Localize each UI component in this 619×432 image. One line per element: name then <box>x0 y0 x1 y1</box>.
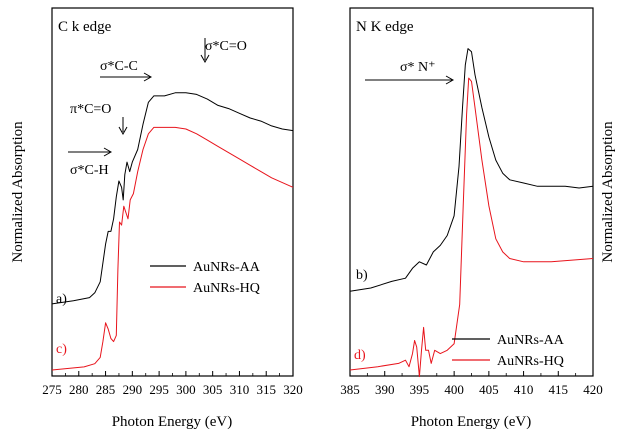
svg-text:σ*C=O: σ*C=O <box>205 39 247 54</box>
x-tick-label: 405 <box>479 382 499 397</box>
x-tick-label: 280 <box>69 382 89 397</box>
curves-left <box>51 92 294 371</box>
x-ticks-left: 275 280 285 290 295 300 305 310 315 320 <box>42 371 303 397</box>
svg-text:σ*C-H: σ*C-H <box>70 163 109 178</box>
x-tick-label: 310 <box>230 382 250 397</box>
annotation-sigma-ch: σ*C-H <box>68 147 113 178</box>
curve-label-b: b) <box>356 268 368 283</box>
x-tick-label: 285 <box>96 382 116 397</box>
series-line-aunrs-aa <box>349 48 594 292</box>
x-axis-label-right: Photon Energy (eV) <box>411 414 532 430</box>
x-tick-label: 415 <box>549 382 569 397</box>
x-tick-label: 410 <box>514 382 534 397</box>
svg-text:σ*C-C: σ*C-C <box>100 59 138 74</box>
annotation-sigma-co: σ*C=O <box>200 38 247 64</box>
curve-label-a: a) <box>56 292 67 307</box>
legend-label-aunrs-aa: AuNRs-AA <box>497 333 565 348</box>
series-line-aunrs-hq <box>51 126 294 371</box>
x-tick-label: 320 <box>283 382 303 397</box>
plot-frame-right <box>349 7 594 377</box>
annotation-sigma-n-plus: σ* N⁺ <box>365 60 455 85</box>
panel-c-k-edge: 275 280 285 290 295 300 305 310 315 320 C k edge … <box>10 7 303 430</box>
x-tick-label: 290 <box>123 382 143 397</box>
x-tick-label: 395 <box>410 382 430 397</box>
panel-n-k-edge: 385 390 395 400 405 410 415 420 N K edge Photon… <box>340 7 616 430</box>
curve-label-c: c) <box>56 342 67 357</box>
x-tick-label: 420 <box>583 382 603 397</box>
annotation-sigma-cc: σ*C-C <box>100 59 153 82</box>
panel-title-right: N K edge <box>356 19 414 35</box>
legend-label-aunrs-aa: AuNRs-AA <box>193 260 261 275</box>
x-ticks-right: 385 390 395 400 405 410 415 420 <box>340 371 603 397</box>
curve-label-d: d) <box>354 348 366 363</box>
legend-right: AuNRs-AA AuNRs-HQ <box>452 333 565 369</box>
y-axis-label-right: Normalized Absorption <box>600 121 616 263</box>
x-axis-label-left: Photon Energy (eV) <box>112 414 233 430</box>
series-line-aunrs-hq <box>349 77 594 378</box>
x-tick-label: 295 <box>149 382 169 397</box>
panel-title-left: C k edge <box>58 19 112 35</box>
x-tick-label: 275 <box>42 382 62 397</box>
legend-label-aunrs-hq: AuNRs-HQ <box>497 354 564 369</box>
series-line-aunrs-aa <box>51 92 294 305</box>
x-tick-label: 315 <box>256 382 276 397</box>
x-tick-label: 390 <box>375 382 395 397</box>
x-tick-label: 300 <box>176 382 196 397</box>
legend-label-aunrs-hq: AuNRs-HQ <box>193 281 260 296</box>
plot-frame-left <box>51 7 294 377</box>
y-axis-label-left: Normalized Absorption <box>10 121 26 263</box>
x-tick-label: 400 <box>444 382 464 397</box>
svg-text:π*C=O: π*C=O <box>70 102 111 117</box>
legend-left: AuNRs-AA AuNRs-HQ <box>150 260 261 296</box>
annotation-pi-co: π*C=O <box>70 102 128 136</box>
x-tick-label: 305 <box>203 382 223 397</box>
curves-right <box>349 48 594 378</box>
x-tick-label: 385 <box>340 382 360 397</box>
svg-text:σ* N⁺: σ* N⁺ <box>400 60 436 75</box>
